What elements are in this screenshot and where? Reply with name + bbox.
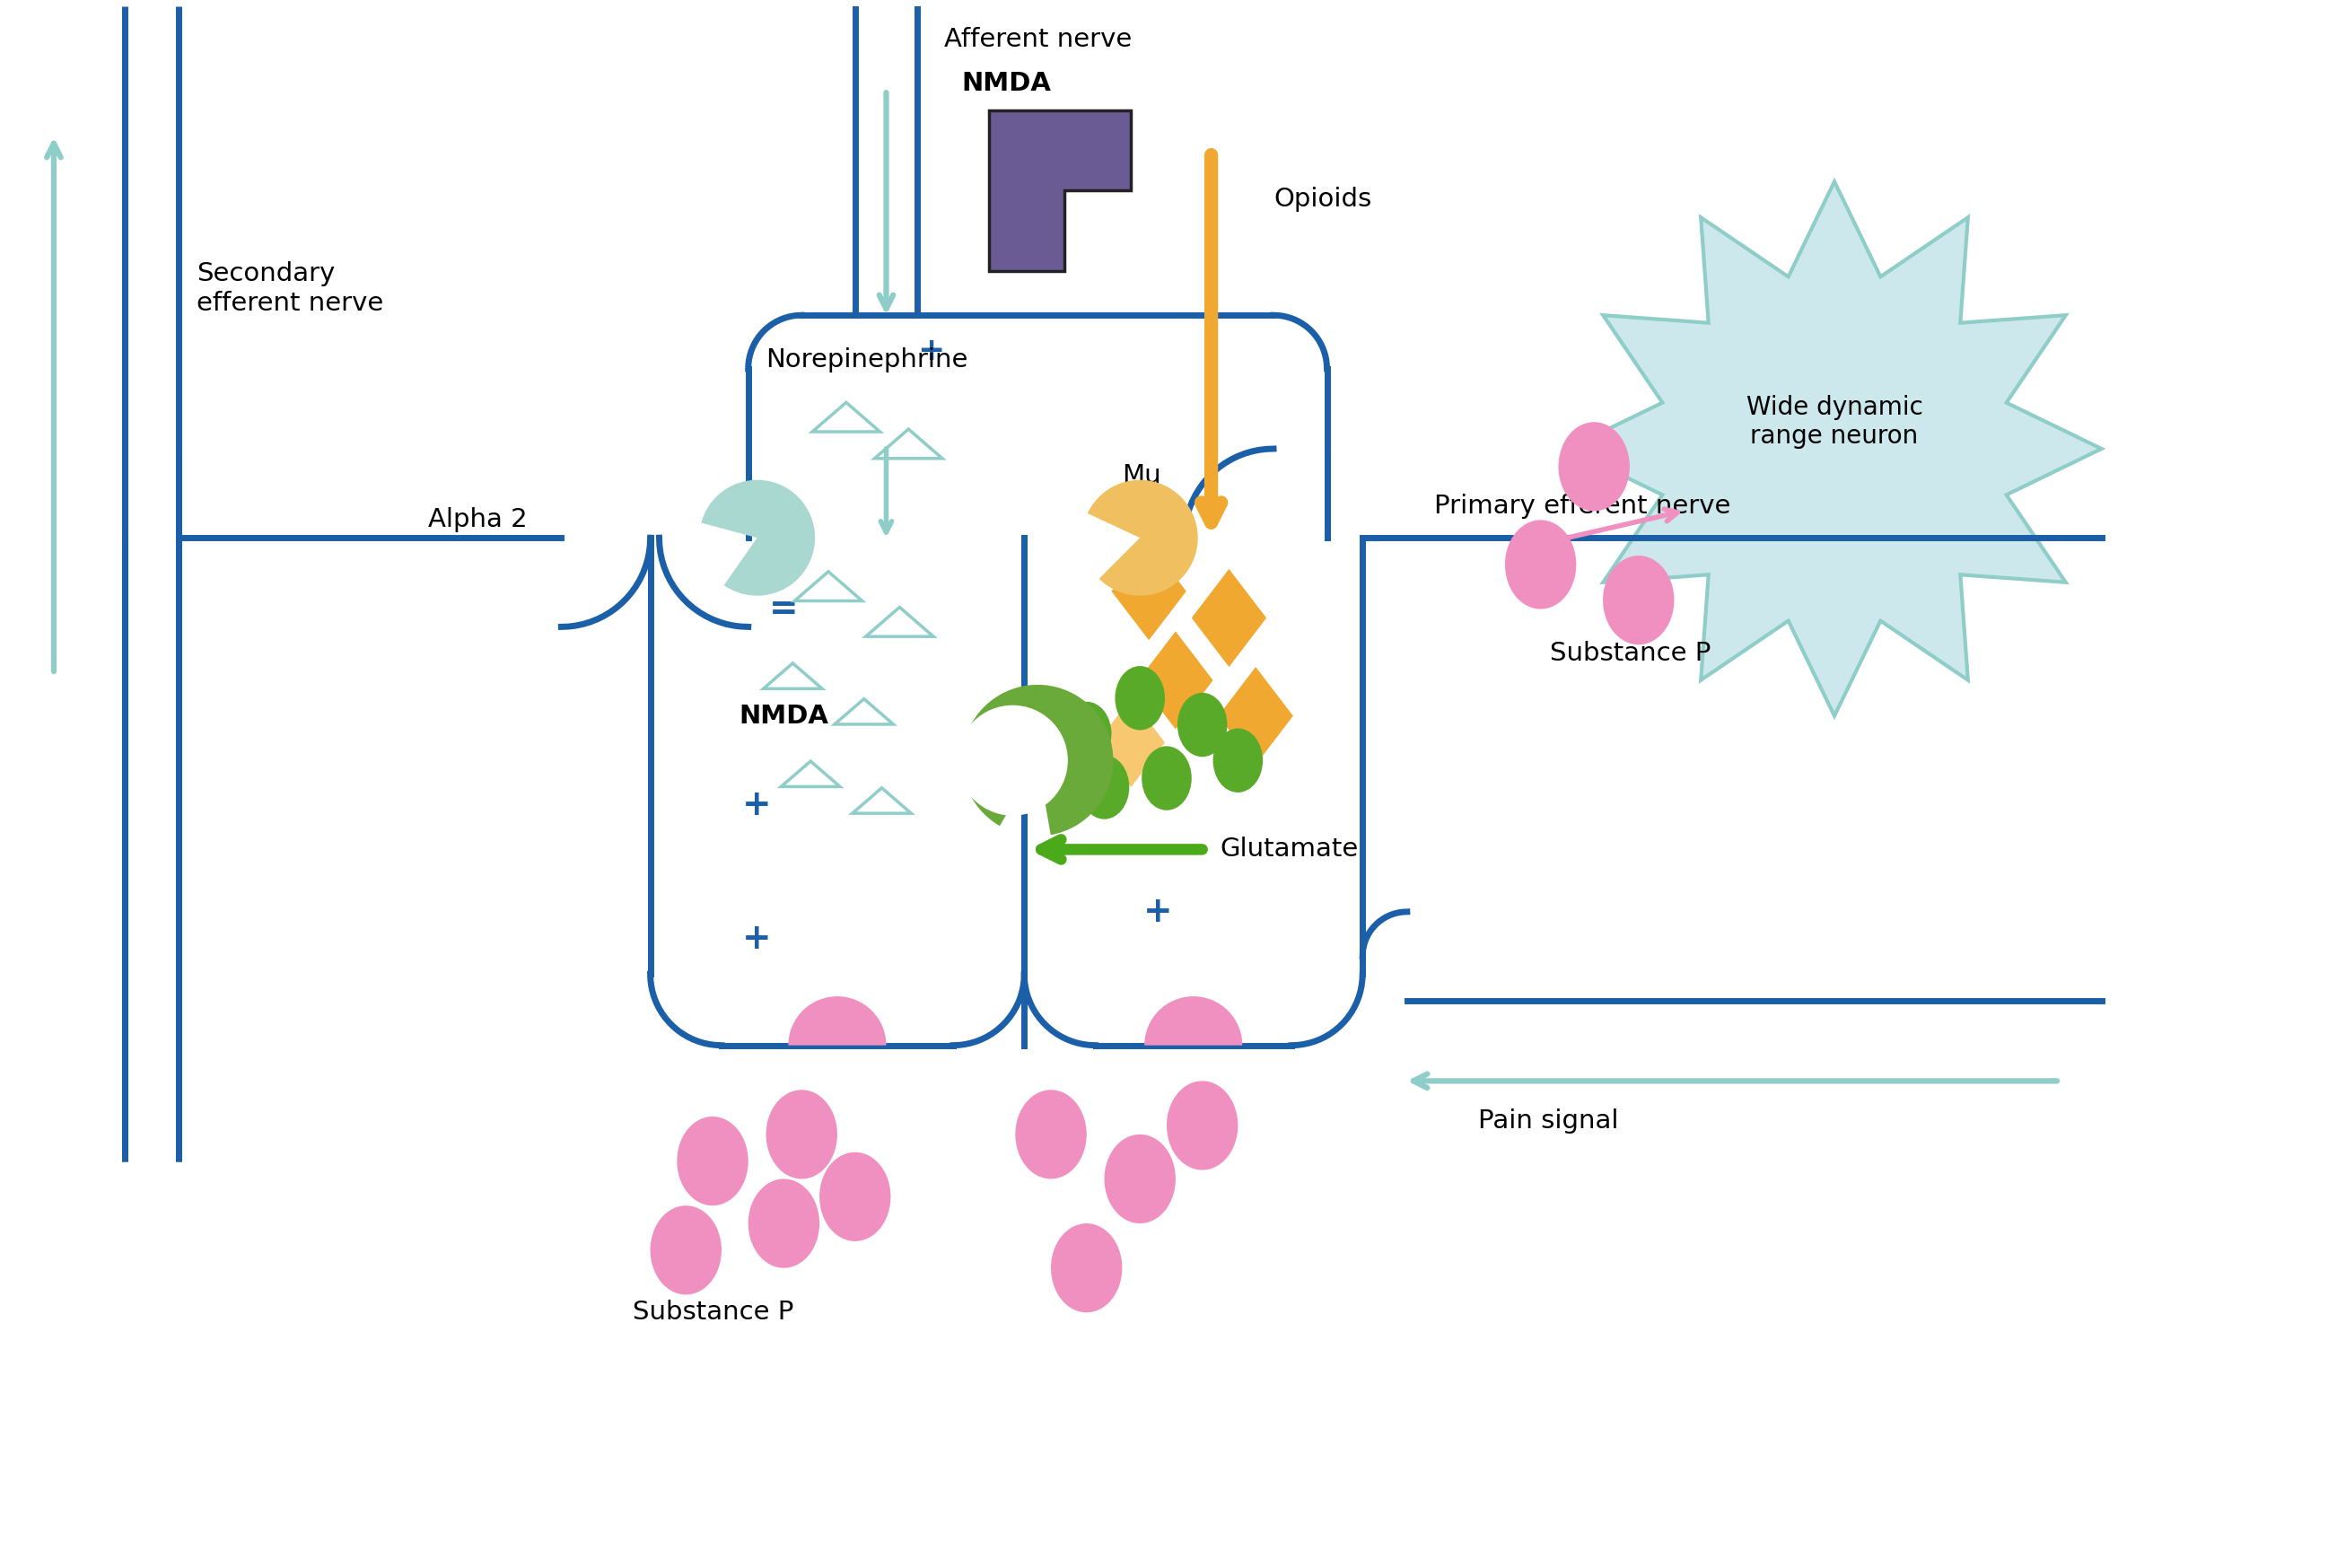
Ellipse shape — [1557, 422, 1630, 511]
Text: NMDA: NMDA — [738, 704, 829, 729]
Text: Norepinephrine: Norepinephrine — [766, 347, 968, 372]
Ellipse shape — [819, 1152, 892, 1242]
Text: Mu: Mu — [1122, 463, 1162, 488]
Ellipse shape — [747, 1179, 819, 1269]
Ellipse shape — [1115, 666, 1164, 731]
Wedge shape — [961, 685, 1113, 834]
Text: +: + — [917, 336, 945, 365]
Polygon shape — [757, 325, 1318, 538]
Wedge shape — [701, 480, 815, 596]
Wedge shape — [789, 996, 887, 1046]
Text: +: + — [743, 787, 773, 822]
Polygon shape — [1218, 666, 1292, 765]
Text: Opioids: Opioids — [1273, 187, 1371, 212]
Text: +: + — [1143, 895, 1173, 928]
Text: Substance P: Substance P — [633, 1300, 794, 1325]
Text: Pain signal: Pain signal — [1478, 1109, 1618, 1134]
Polygon shape — [659, 538, 1015, 1036]
Text: +: + — [743, 922, 773, 955]
Ellipse shape — [1080, 756, 1129, 818]
Ellipse shape — [1504, 521, 1576, 608]
Wedge shape — [1087, 480, 1199, 596]
Ellipse shape — [1050, 1223, 1122, 1312]
Text: Secondary
efferent nerve: Secondary efferent nerve — [196, 262, 384, 315]
Ellipse shape — [1062, 701, 1110, 765]
Text: =: = — [768, 593, 799, 626]
Text: Primary efferent nerve: Primary efferent nerve — [1434, 494, 1730, 519]
Polygon shape — [1110, 543, 1187, 640]
Polygon shape — [1034, 538, 1353, 1036]
Polygon shape — [1138, 632, 1213, 729]
Ellipse shape — [1213, 729, 1262, 792]
Text: Wide dynamic
range neuron: Wide dynamic range neuron — [1746, 395, 1923, 448]
Text: NMDA: NMDA — [961, 71, 1052, 96]
Wedge shape — [1145, 996, 1243, 1046]
Polygon shape — [1096, 698, 1164, 787]
Polygon shape — [1567, 182, 2102, 717]
Ellipse shape — [1178, 693, 1227, 757]
Polygon shape — [1192, 569, 1266, 666]
Circle shape — [957, 706, 1069, 815]
Ellipse shape — [1604, 555, 1674, 644]
Ellipse shape — [1166, 1080, 1238, 1170]
Ellipse shape — [1015, 1090, 1087, 1179]
Ellipse shape — [766, 1090, 838, 1179]
Polygon shape — [989, 110, 1131, 271]
Text: Substance P: Substance P — [1550, 641, 1711, 666]
Ellipse shape — [650, 1206, 722, 1295]
Text: Afferent nerve: Afferent nerve — [945, 27, 1131, 52]
Ellipse shape — [1103, 1134, 1176, 1223]
Text: Alpha 2: Alpha 2 — [428, 508, 526, 533]
Ellipse shape — [677, 1116, 747, 1206]
Text: =: = — [1143, 593, 1173, 626]
Ellipse shape — [1141, 746, 1192, 811]
Text: Glutamate: Glutamate — [1220, 837, 1360, 862]
